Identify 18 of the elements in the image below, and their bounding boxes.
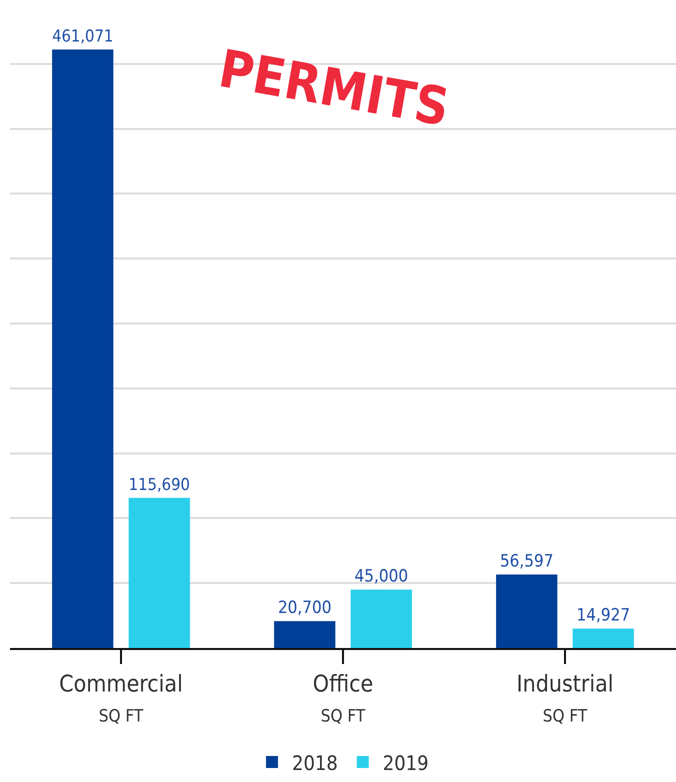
legend-label: 2019 [382,750,429,775]
legend-label: 2018 [292,750,338,775]
x-tick-label: Office SQ FT [312,672,374,726]
bar [52,50,114,648]
x-tick-label: Commercial SQ FT [59,672,183,726]
data-label: 115,690 [128,474,190,494]
x-tick-label: Industrial SQ FT [516,672,614,726]
data-label: 14,927 [576,606,630,626]
bar [572,628,634,648]
bar [496,574,558,648]
data-label: 56,597 [500,552,554,572]
bar [350,590,412,648]
bar [128,498,190,648]
data-label: 461,071 [52,26,114,46]
data-label: 45,000 [354,566,408,587]
bar [274,621,336,648]
chart-title: PERMITS [214,39,454,139]
data-label: 20,700 [278,598,332,618]
